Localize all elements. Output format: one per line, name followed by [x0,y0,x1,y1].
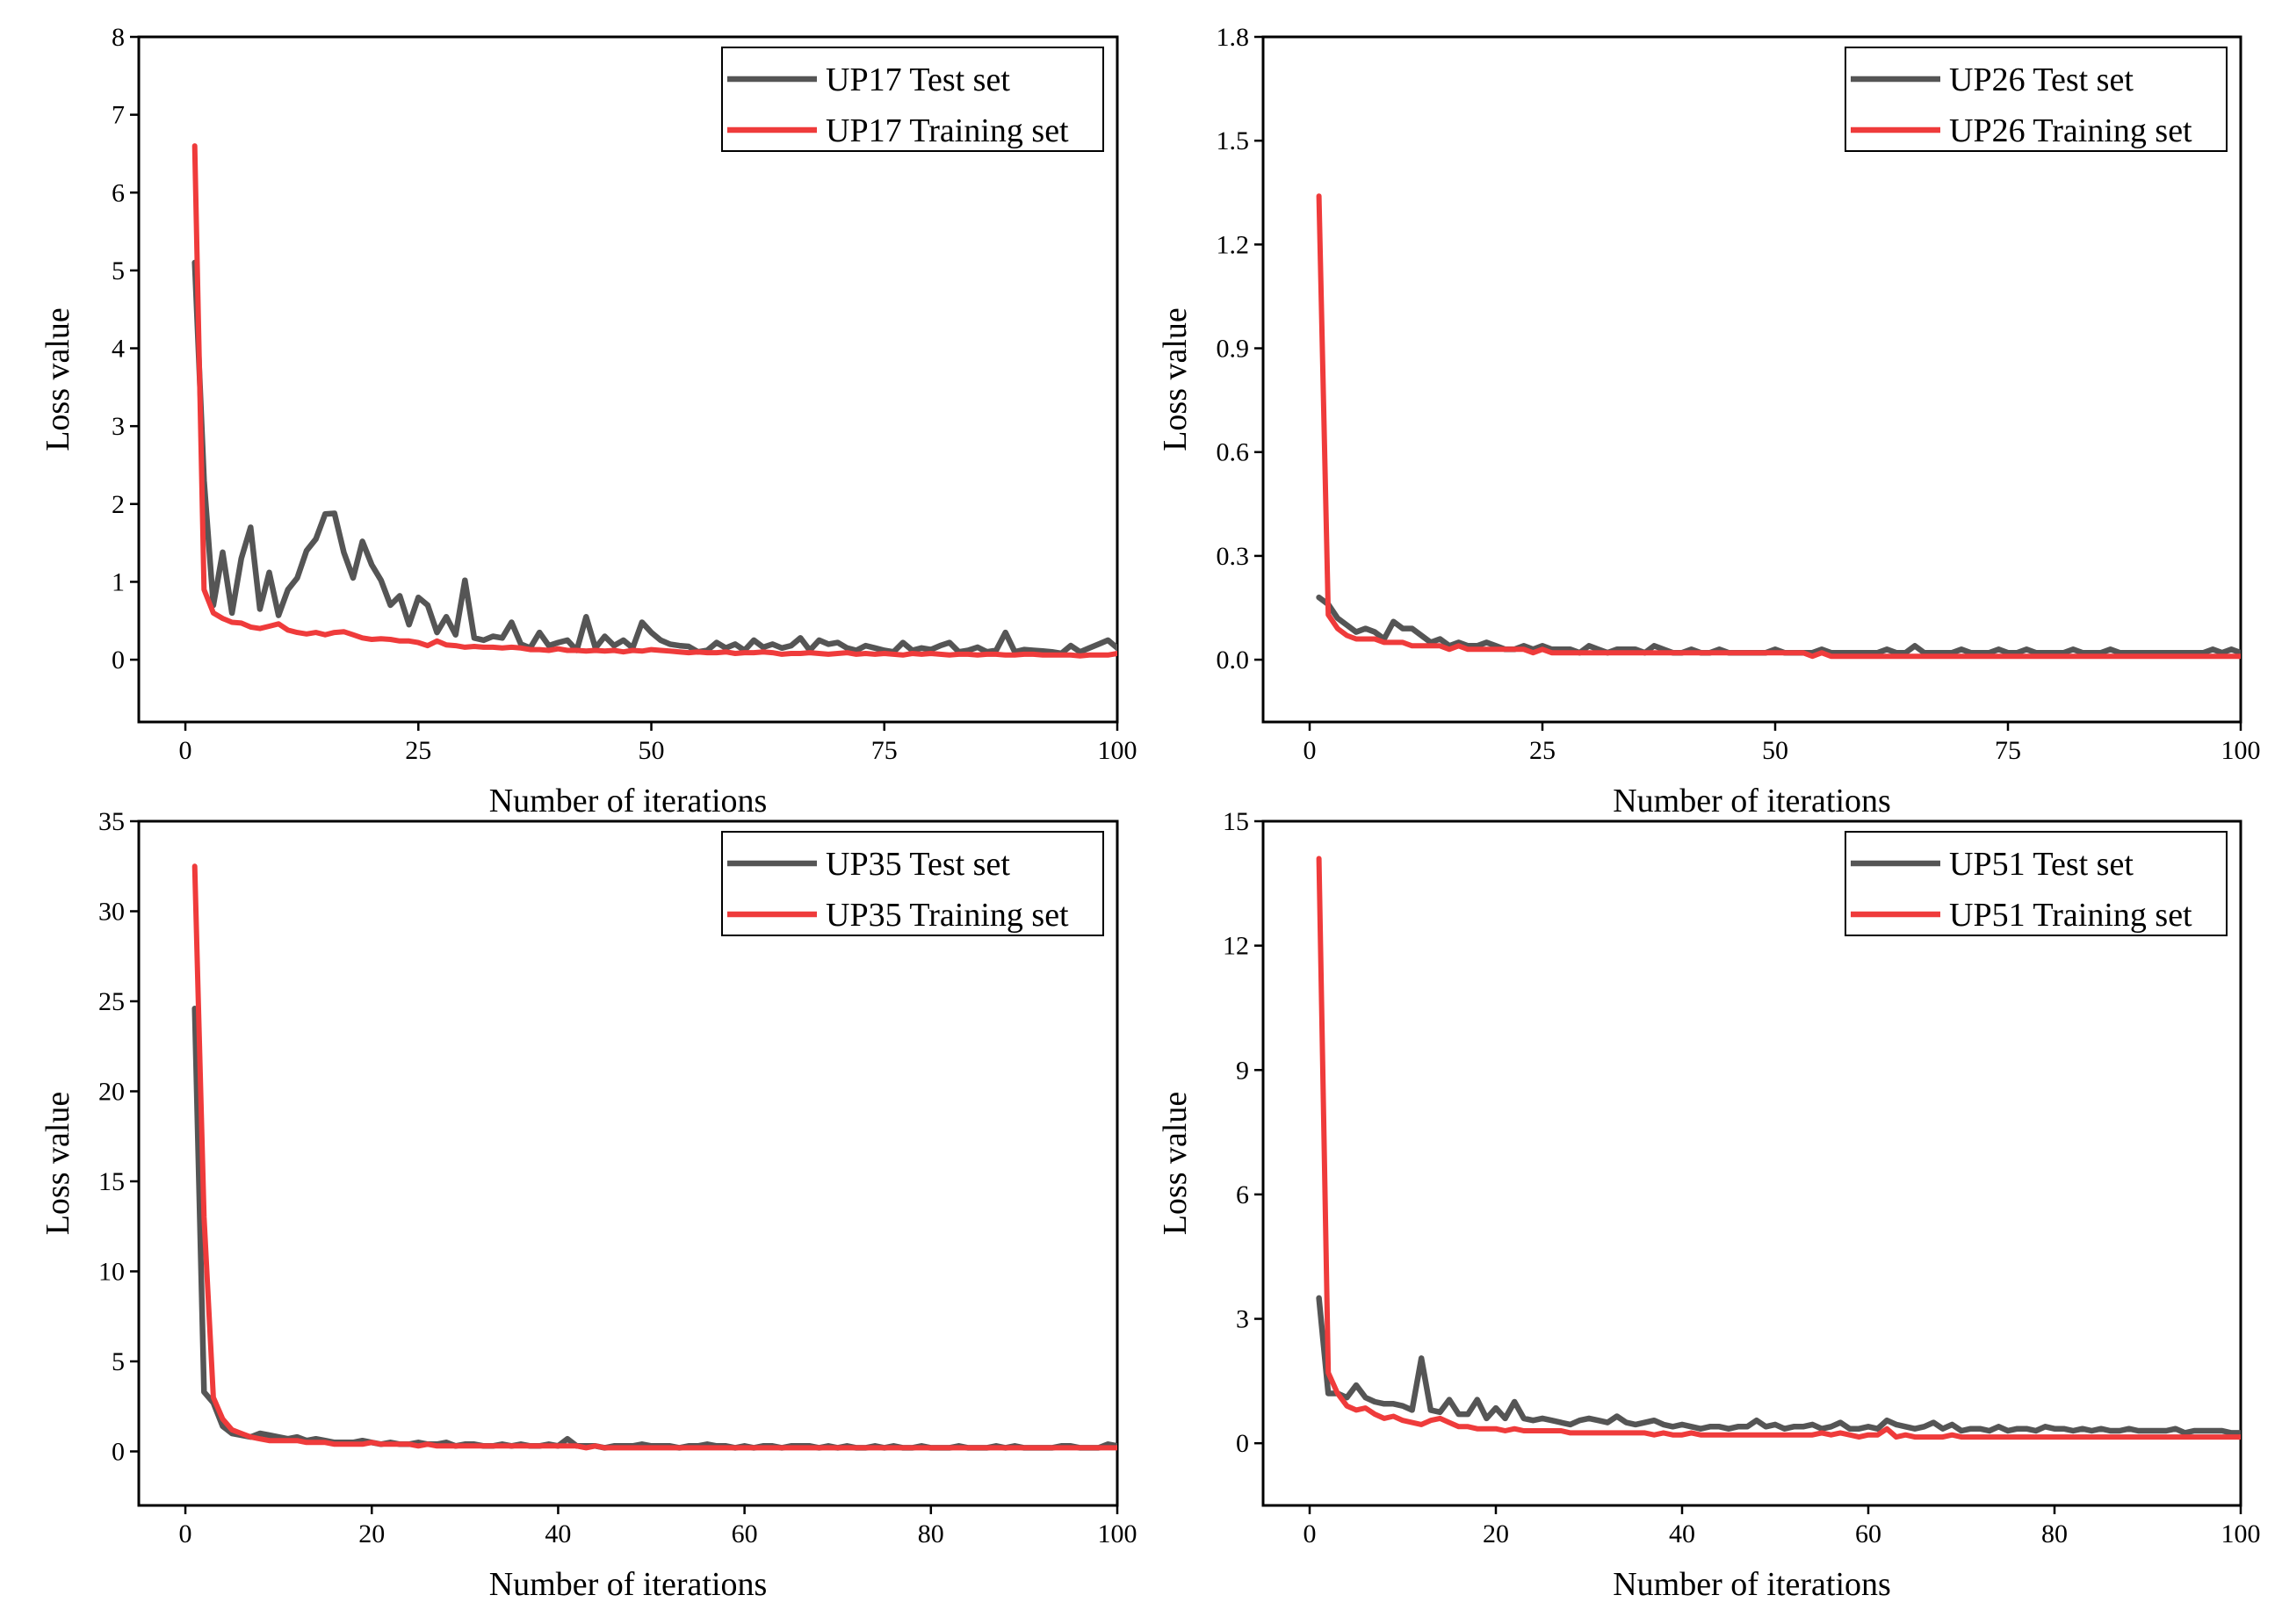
x-axis-label: Number of iterations [489,783,768,819]
x-tick-label: 20 [1483,1519,1509,1548]
legend: UP35 Test set UP35 Training set [721,831,1104,936]
x-tick-label: 40 [1669,1519,1695,1548]
series-line-test [1316,1295,2241,1436]
legend: UP26 Test set UP26 Training set [1845,47,2228,152]
plot-frame [137,35,1119,724]
x-tick-label: 50 [1762,736,1788,765]
y-tick-label: 0.9 [1217,335,1250,364]
y-tick-label: 0.6 [1217,438,1250,467]
y-tick-label: 15 [98,1167,125,1196]
legend-box [1845,831,2228,936]
x-tick-label: 60 [732,1519,758,1548]
y-tick-label: 9 [1236,1056,1249,1085]
legend: UP51 Test set UP51 Training set [1845,831,2228,936]
y-tick-label: 15 [1223,807,1249,836]
x-tick-label: 100 [2221,1519,2261,1548]
x-tick-label: 60 [1855,1519,1881,1548]
x-tick-label: 0 [1303,1519,1317,1548]
x-tick-label: 100 [2221,736,2261,765]
x-tick-label: 0 [179,736,192,765]
x-axis-label: Number of iterations [489,1566,768,1603]
legend-label: UP51 Training set [1949,897,2192,934]
y-tick-label: 20 [98,1078,125,1107]
y-tick-label: 10 [98,1258,125,1287]
x-tick-label: 75 [871,736,898,765]
y-tick-label: 5 [112,1347,125,1376]
y-tick-label: 4 [112,335,125,364]
y-tick-label: 1.2 [1217,230,1250,259]
series-line-training [1316,193,2241,660]
y-axis-label: Loss value [40,307,76,451]
x-tick-label: 25 [1529,736,1556,765]
y-tick-label: 0 [112,1438,125,1467]
series-line-training [191,863,1117,1451]
x-tick-label: 75 [1995,736,2021,765]
y-axis-label: Loss value [1157,1092,1194,1236]
y-tick-label: 25 [98,987,125,1016]
y-tick-label: 8 [112,23,125,52]
legend-label: UP51 Test set [1949,846,2134,883]
legend-box [1845,47,2228,152]
series-line-training [191,143,1117,659]
x-axis-label: Number of iterations [1613,1566,1891,1603]
y-tick-label: 1.5 [1217,126,1250,155]
y-tick-label: 2 [112,490,125,519]
legend-box [721,47,1104,152]
series-line-test [191,259,1117,657]
x-tick-label: 25 [405,736,431,765]
y-tick-label: 6 [1236,1180,1249,1209]
y-tick-label: 1.8 [1217,23,1250,52]
y-tick-label: 12 [1223,932,1249,961]
legend-label: UP17 Training set [826,112,1069,149]
x-tick-label: 80 [918,1519,944,1548]
legend-label: UP17 Test set [826,61,1010,98]
legend: UP17 Test set UP17 Training set [721,47,1104,152]
y-tick-label: 35 [98,807,125,836]
y-tick-label: 5 [112,256,125,285]
plot-frame [1261,35,2242,724]
y-tick-label: 0.0 [1217,646,1250,675]
y-axis-label: Loss value [40,1092,76,1236]
y-tick-label: 0 [1236,1429,1249,1458]
y-tick-label: 1 [112,567,125,596]
x-tick-label: 100 [1098,736,1137,765]
legend-box [721,831,1104,936]
plot-frame [137,819,1119,1507]
x-tick-label: 100 [1098,1519,1137,1548]
y-tick-label: 6 [112,178,125,207]
y-tick-label: 0.3 [1217,542,1250,571]
y-tick-label: 3 [1236,1305,1249,1334]
plot-frame [1261,819,2242,1507]
legend-label: UP35 Test set [826,846,1010,883]
y-tick-label: 0 [112,646,125,675]
x-tick-label: 0 [1303,736,1317,765]
series-line-test [191,1005,1117,1451]
y-tick-label: 30 [98,898,125,927]
x-tick-label: 0 [179,1519,192,1548]
y-tick-label: 3 [112,412,125,441]
x-axis-label: Number of iterations [1613,783,1891,819]
legend-label: UP26 Test set [1949,61,2134,98]
chart-panel-up26: 0 25 50 75 100 0.0 0.3 0.6 0.9 1.2 1.5 1.8 Number of… [1157,23,2261,819]
x-tick-label: 20 [358,1519,385,1548]
x-tick-label: 50 [639,736,665,765]
chart-panel-up51: 0 20 40 60 80 100 0 3 6 9 12 15 Number of iterations… [1157,807,2261,1603]
chart-panel-up35: 0 20 40 60 80 100 0 5 10 15 20 25 30 35 Number of iter… [40,807,1137,1603]
legend-label: UP35 Training set [826,897,1069,934]
y-tick-label: 7 [112,101,125,130]
legend-label: UP26 Training set [1949,112,2192,149]
series-line-training [1316,855,2241,1440]
x-tick-label: 80 [2041,1519,2068,1548]
x-tick-label: 40 [545,1519,571,1548]
chart-panel-up17: 0 25 50 75 100 0 1 2 3 4 5 6 7 8 Number of iterations L… [40,23,1137,819]
y-axis-label: Loss value [1157,307,1194,451]
